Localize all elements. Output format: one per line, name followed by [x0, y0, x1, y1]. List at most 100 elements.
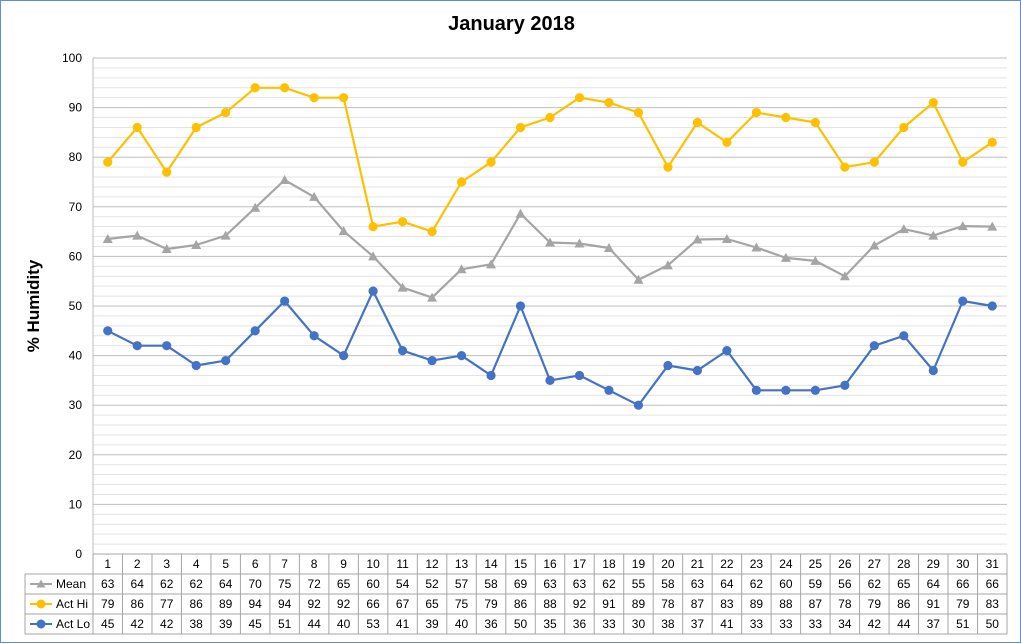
y-tick-label: 60	[69, 249, 83, 263]
category-label: 17	[573, 557, 587, 571]
category-label: 31	[986, 557, 1000, 571]
table-value: 33	[602, 617, 616, 631]
table-value: 60	[366, 577, 380, 591]
table-value: 65	[897, 577, 911, 591]
data-point	[662, 260, 673, 270]
table-value: 92	[307, 597, 321, 611]
table-value: 34	[838, 617, 852, 631]
category-label: 23	[750, 557, 764, 571]
y-tick-label: 10	[69, 497, 83, 511]
data-point	[339, 93, 349, 103]
data-point	[279, 175, 290, 185]
table-value: 83	[986, 597, 1000, 611]
table-value: 58	[484, 577, 498, 591]
data-point	[869, 157, 879, 167]
category-label: 28	[897, 557, 911, 571]
table-value: 89	[219, 597, 233, 611]
data-point	[663, 162, 673, 172]
table-value: 37	[691, 617, 705, 631]
table-value: 86	[514, 597, 528, 611]
table-value: 45	[248, 617, 262, 631]
table-value: 64	[927, 577, 941, 591]
category-label: 22	[720, 557, 734, 571]
data-point	[339, 351, 349, 361]
data-point	[427, 355, 437, 366]
data-point	[692, 365, 703, 376]
table-value: 66	[956, 577, 970, 591]
data-point	[633, 107, 644, 118]
table-value: 51	[956, 617, 970, 631]
table-value: 78	[838, 597, 852, 611]
data-point	[574, 370, 585, 381]
chart-title: January 2018	[448, 13, 575, 35]
y-tick-label: 70	[69, 200, 83, 214]
data-point	[132, 122, 142, 133]
data-point	[898, 224, 909, 234]
data-point	[191, 239, 202, 249]
data-point	[161, 243, 172, 253]
table-value: 78	[661, 597, 675, 611]
category-label: 27	[868, 557, 882, 571]
table-value: 91	[602, 597, 616, 611]
data-point	[958, 296, 968, 306]
series-line	[106, 86, 993, 233]
table-value: 88	[543, 597, 557, 611]
table-value: 66	[366, 597, 380, 611]
data-point	[103, 326, 113, 336]
data-point	[427, 227, 437, 237]
table-value: 56	[838, 577, 852, 591]
data-point	[604, 385, 614, 395]
data-point	[899, 331, 909, 341]
data-point	[603, 242, 614, 252]
data-point	[515, 301, 526, 311]
series-lines	[102, 83, 998, 410]
gridlines	[93, 57, 1007, 555]
legend-series-name: Act Hi	[56, 597, 88, 611]
category-label: 9	[340, 557, 347, 571]
table-value: 33	[779, 617, 793, 631]
category-label: 14	[484, 557, 498, 571]
table-value: 39	[219, 617, 233, 631]
table-value: 79	[484, 597, 498, 611]
data-point	[545, 237, 555, 247]
data-point	[191, 360, 201, 371]
data-point	[132, 230, 143, 240]
data-point	[633, 274, 644, 284]
table-value: 37	[927, 617, 941, 631]
table-value: 63	[543, 577, 557, 591]
category-label: 24	[779, 557, 793, 571]
table-value: 60	[779, 577, 793, 591]
table-value: 63	[691, 577, 705, 591]
category-label: 8	[311, 557, 318, 571]
table-value: 75	[455, 597, 469, 611]
table-value: 36	[484, 617, 498, 631]
category-label: 19	[632, 557, 646, 571]
table-value: 40	[337, 617, 351, 631]
table-value: 92	[337, 597, 351, 611]
table-value: 36	[573, 617, 587, 631]
data-point	[692, 117, 703, 128]
table-value: 89	[632, 597, 646, 611]
table-value: 45	[101, 617, 115, 631]
table-value: 64	[219, 577, 233, 591]
y-axis: 0 10 20 30 40 50 60 70 80 90 100	[62, 51, 94, 561]
table-value: 91	[927, 597, 941, 611]
data-point	[810, 117, 820, 128]
y-tick-label: 80	[69, 150, 83, 164]
table-value: 70	[248, 577, 262, 591]
table-value: 87	[809, 597, 823, 611]
data-point	[280, 83, 290, 93]
y-tick-label: 100	[62, 51, 82, 65]
data-point	[928, 365, 938, 376]
table-value: 62	[190, 577, 204, 591]
data-point	[840, 162, 850, 172]
y-tick-label: 20	[69, 448, 83, 462]
table-value: 86	[897, 597, 911, 611]
table-value: 52	[425, 577, 439, 591]
table-value: 44	[897, 617, 911, 631]
category-label: 7	[281, 557, 288, 571]
table-value: 55	[632, 577, 646, 591]
data-point	[191, 122, 201, 133]
